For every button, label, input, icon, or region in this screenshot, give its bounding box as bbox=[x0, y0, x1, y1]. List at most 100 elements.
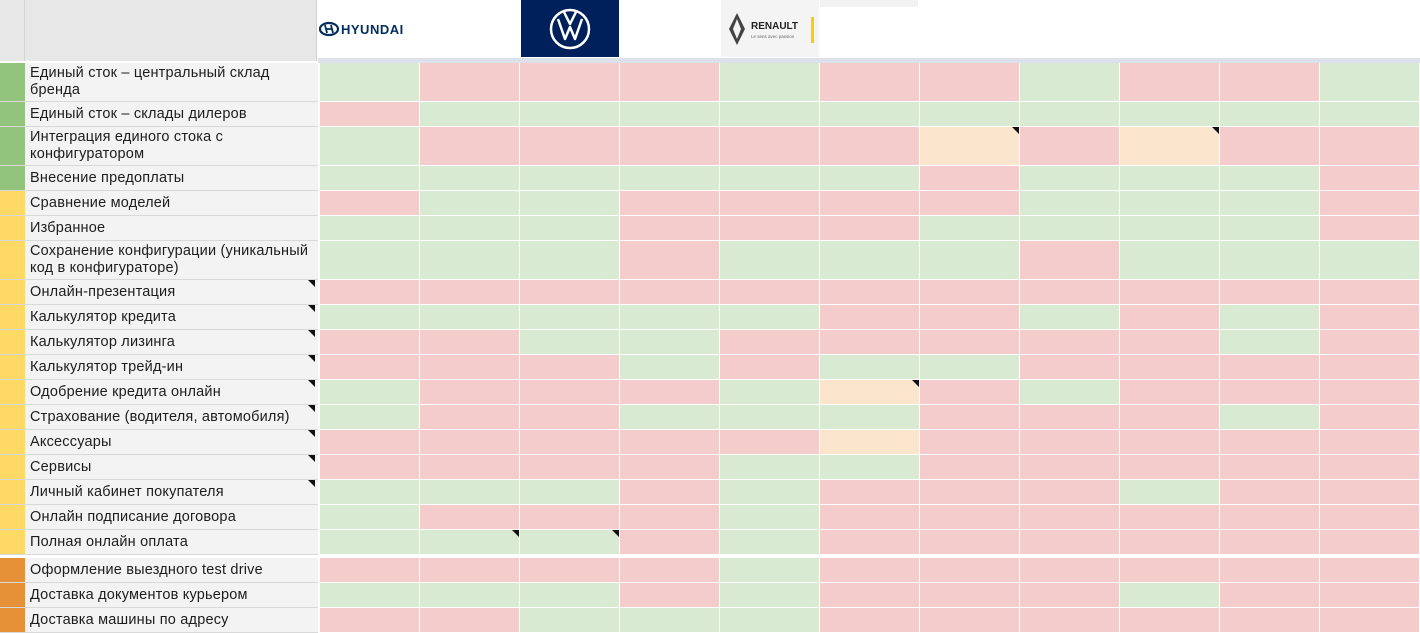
comment-indicator[interactable] bbox=[308, 280, 315, 287]
status-cell[interactable] bbox=[1020, 530, 1120, 555]
feature-row[interactable]: Доставка машины по адресу bbox=[0, 608, 318, 633]
status-cell[interactable] bbox=[1220, 241, 1320, 280]
status-cell[interactable] bbox=[420, 191, 520, 216]
status-cell[interactable] bbox=[1220, 405, 1320, 430]
status-cell[interactable] bbox=[1120, 241, 1220, 280]
status-cell[interactable] bbox=[520, 380, 620, 405]
status-cell[interactable] bbox=[1320, 330, 1420, 355]
status-cell[interactable] bbox=[520, 530, 620, 555]
status-cell[interactable] bbox=[320, 305, 420, 330]
status-cell[interactable] bbox=[920, 530, 1020, 555]
feature-row[interactable]: Интеграция единого стока с конфигураторо… bbox=[0, 127, 318, 166]
status-cell[interactable] bbox=[920, 63, 1020, 102]
brand-hyundai[interactable]: HYUNDAI bbox=[318, 0, 420, 57]
status-cell[interactable] bbox=[1320, 505, 1420, 530]
status-cell[interactable] bbox=[920, 330, 1020, 355]
status-cell[interactable] bbox=[920, 380, 1020, 405]
status-cell[interactable] bbox=[320, 216, 420, 241]
status-cell[interactable] bbox=[620, 191, 720, 216]
status-cell[interactable] bbox=[1320, 127, 1420, 166]
status-cell[interactable] bbox=[1120, 583, 1220, 608]
status-cell[interactable] bbox=[420, 505, 520, 530]
status-cell[interactable] bbox=[620, 355, 720, 380]
status-cell[interactable] bbox=[1020, 505, 1120, 530]
status-cell[interactable] bbox=[520, 280, 620, 305]
status-cell[interactable] bbox=[1220, 102, 1320, 127]
status-cell[interactable] bbox=[820, 280, 920, 305]
status-cell[interactable] bbox=[420, 608, 520, 633]
status-cell[interactable] bbox=[820, 216, 920, 241]
status-cell[interactable] bbox=[620, 280, 720, 305]
status-cell[interactable] bbox=[720, 380, 820, 405]
status-cell[interactable] bbox=[620, 380, 720, 405]
comment-indicator[interactable] bbox=[512, 530, 519, 537]
status-cell[interactable] bbox=[720, 455, 820, 480]
status-cell[interactable] bbox=[720, 305, 820, 330]
status-cell[interactable] bbox=[1320, 63, 1420, 102]
status-cell[interactable] bbox=[1320, 355, 1420, 380]
status-cell[interactable] bbox=[1220, 127, 1320, 166]
status-cell[interactable] bbox=[420, 355, 520, 380]
comment-indicator[interactable] bbox=[912, 380, 919, 387]
status-cell[interactable] bbox=[320, 330, 420, 355]
feature-row[interactable]: Онлайн подписание договора bbox=[0, 505, 318, 530]
status-cell[interactable] bbox=[920, 405, 1020, 430]
status-cell[interactable] bbox=[820, 480, 920, 505]
status-cell[interactable] bbox=[1220, 280, 1320, 305]
feature-row[interactable]: Доставка документов курьером bbox=[0, 583, 318, 608]
status-cell[interactable] bbox=[1220, 608, 1320, 633]
status-cell[interactable] bbox=[820, 355, 920, 380]
status-cell[interactable] bbox=[420, 166, 520, 191]
status-cell[interactable] bbox=[720, 330, 820, 355]
status-cell[interactable] bbox=[1220, 191, 1320, 216]
feature-row[interactable]: Калькулятор лизинга bbox=[0, 330, 318, 355]
status-cell[interactable] bbox=[1020, 191, 1120, 216]
status-cell[interactable] bbox=[320, 102, 420, 127]
feature-row[interactable]: Калькулятор кредита bbox=[0, 305, 318, 330]
status-cell[interactable] bbox=[1020, 280, 1120, 305]
status-cell[interactable] bbox=[1120, 455, 1220, 480]
status-cell[interactable] bbox=[1020, 305, 1120, 330]
feature-row[interactable]: Единый сток – центральный склад бренда bbox=[0, 63, 318, 102]
status-cell[interactable] bbox=[1320, 558, 1420, 583]
status-cell[interactable] bbox=[1220, 583, 1320, 608]
status-cell[interactable] bbox=[820, 166, 920, 191]
status-cell[interactable] bbox=[420, 530, 520, 555]
status-cell[interactable] bbox=[1020, 63, 1120, 102]
status-cell[interactable] bbox=[920, 280, 1020, 305]
status-cell[interactable] bbox=[520, 505, 620, 530]
status-cell[interactable] bbox=[620, 102, 720, 127]
status-cell[interactable] bbox=[920, 127, 1020, 166]
status-cell[interactable] bbox=[720, 216, 820, 241]
status-cell[interactable] bbox=[1220, 480, 1320, 505]
status-cell[interactable] bbox=[1320, 166, 1420, 191]
status-cell[interactable] bbox=[520, 305, 620, 330]
feature-row[interactable]: Сохранение конфигурации (уникальный код … bbox=[0, 241, 318, 280]
comment-indicator[interactable] bbox=[308, 455, 315, 462]
status-cell[interactable] bbox=[1020, 102, 1120, 127]
status-cell[interactable] bbox=[1120, 505, 1220, 530]
status-cell[interactable] bbox=[320, 241, 420, 280]
status-cell[interactable] bbox=[1120, 280, 1220, 305]
status-cell[interactable] bbox=[620, 505, 720, 530]
status-cell[interactable] bbox=[420, 480, 520, 505]
status-cell[interactable] bbox=[520, 63, 620, 102]
status-cell[interactable] bbox=[820, 455, 920, 480]
status-cell[interactable] bbox=[320, 355, 420, 380]
status-cell[interactable] bbox=[1120, 608, 1220, 633]
status-cell[interactable] bbox=[520, 480, 620, 505]
status-cell[interactable] bbox=[420, 558, 520, 583]
status-cell[interactable] bbox=[720, 608, 820, 633]
status-cell[interactable] bbox=[620, 455, 720, 480]
comment-indicator[interactable] bbox=[308, 480, 315, 487]
status-cell[interactable] bbox=[1220, 430, 1320, 455]
status-cell[interactable] bbox=[1320, 102, 1420, 127]
feature-row[interactable]: Одобрение кредита онлайн bbox=[0, 380, 318, 405]
status-cell[interactable] bbox=[1320, 430, 1420, 455]
status-cell[interactable] bbox=[820, 505, 920, 530]
feature-row[interactable]: Страхование (водителя, автомобиля) bbox=[0, 405, 318, 430]
status-cell[interactable] bbox=[320, 430, 420, 455]
status-cell[interactable] bbox=[1020, 330, 1120, 355]
status-cell[interactable] bbox=[820, 608, 920, 633]
status-cell[interactable] bbox=[1220, 530, 1320, 555]
